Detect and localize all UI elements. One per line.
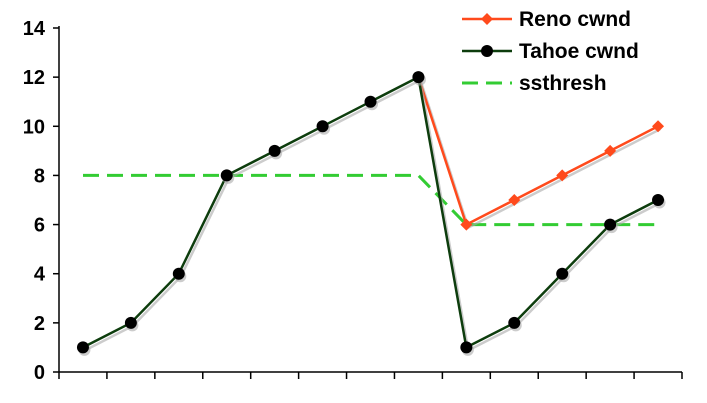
data-point xyxy=(652,194,665,206)
data-point xyxy=(268,144,281,157)
data-point xyxy=(508,194,521,206)
series-reno-cwnd xyxy=(412,71,665,231)
data-point xyxy=(76,341,89,354)
legend: Reno cwnd Tahoe cwnd ssthresh xyxy=(462,8,639,95)
y-tick-label: 12 xyxy=(23,67,45,89)
data-point xyxy=(412,71,425,84)
series-layer xyxy=(76,71,666,356)
data-point xyxy=(124,316,137,329)
y-tick-label: 4 xyxy=(34,264,46,286)
data-point xyxy=(460,341,473,354)
data-point xyxy=(316,120,329,133)
data-point xyxy=(220,169,233,182)
legend-label: ssthresh xyxy=(519,72,607,95)
series-tahoe-cwnd xyxy=(76,71,666,356)
data-point xyxy=(172,267,185,280)
data-point xyxy=(508,316,521,329)
legend-item: Tahoe cwnd xyxy=(462,40,639,63)
data-point xyxy=(604,144,617,157)
data-point xyxy=(652,120,665,133)
data-point xyxy=(556,267,569,280)
series-ssthresh xyxy=(83,173,658,227)
y-tick-label: 2 xyxy=(34,313,45,335)
legend-item: Reno cwnd xyxy=(462,8,631,31)
data-point xyxy=(604,218,617,231)
legend-marker xyxy=(481,45,493,57)
y-tick-label: 10 xyxy=(23,116,45,138)
y-tick-label: 6 xyxy=(34,215,45,237)
y-tick-labels: 0 2 4 6 8 10 12 14 xyxy=(23,18,46,384)
series-line xyxy=(83,173,658,227)
data-point xyxy=(364,95,377,108)
data-point xyxy=(460,218,473,231)
legend-label: Tahoe cwnd xyxy=(519,40,639,63)
chart-axes xyxy=(53,26,683,379)
series-line xyxy=(82,75,659,350)
legend-marker xyxy=(481,13,493,25)
series-shadow xyxy=(84,78,661,353)
data-point xyxy=(556,169,569,182)
legend-item: ssthresh xyxy=(462,72,607,95)
y-tick-label: 0 xyxy=(34,362,45,384)
legend-label: Reno cwnd xyxy=(519,8,631,31)
series-line xyxy=(417,76,659,227)
y-tick-label: 8 xyxy=(34,165,45,187)
y-tick-label: 14 xyxy=(23,18,46,40)
series-shadow xyxy=(419,79,661,230)
